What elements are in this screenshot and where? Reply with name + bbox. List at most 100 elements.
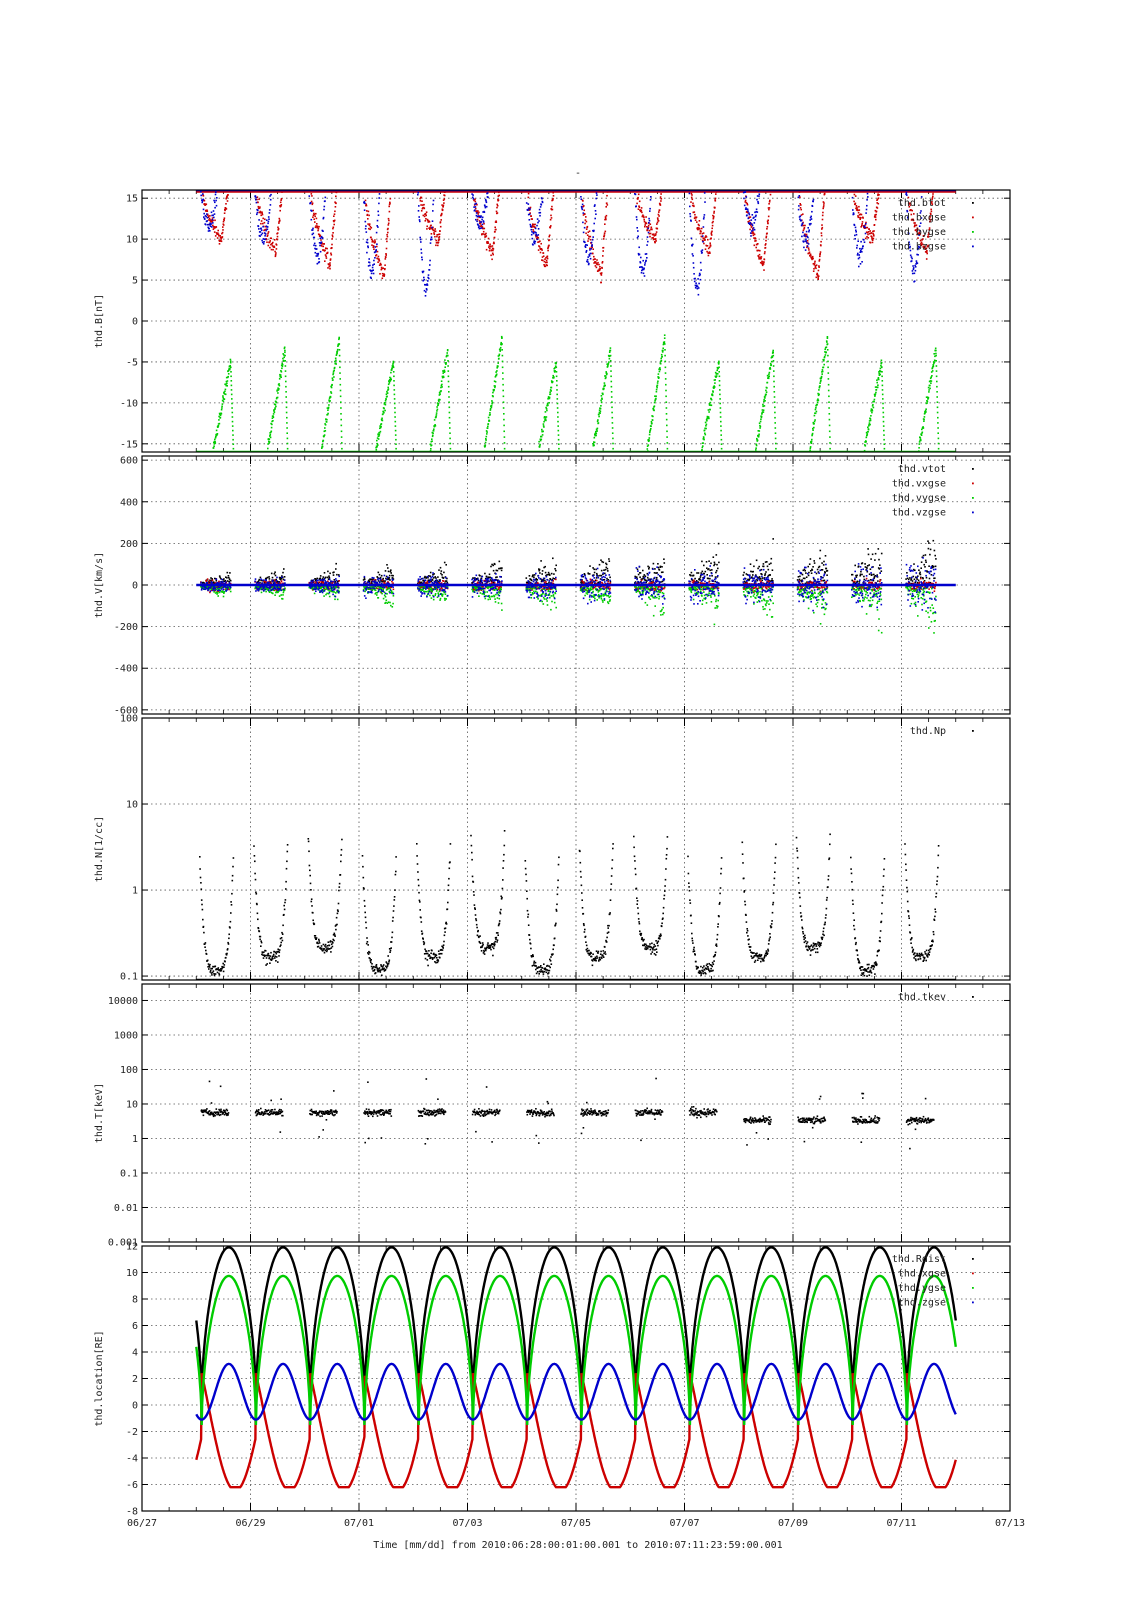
data-point [598,409,601,411]
data-point [485,235,488,237]
data-point [601,560,603,563]
data-point [496,203,498,206]
data-point [388,219,390,222]
data-point [826,569,829,572]
data-point [866,236,868,238]
data-point [394,411,396,414]
data-point [386,564,388,566]
data-point [766,374,769,377]
data-point [373,251,376,254]
data-point [921,243,924,245]
data-point [382,267,384,269]
data-point [449,427,451,429]
data-point [694,577,696,580]
data-point [766,232,768,235]
data-point [555,366,558,369]
data-point [376,245,378,248]
data-point [527,192,530,195]
data-point [215,232,218,234]
data-point [229,360,232,362]
data-point [281,365,284,368]
data-point [435,414,438,416]
data-point [585,232,587,235]
data-point [876,199,878,201]
data-point [394,429,397,432]
data-point [881,371,883,373]
data-point [447,354,449,357]
data-point [277,228,280,230]
data-point [364,202,366,205]
data-point [323,587,325,590]
data-point [854,564,856,567]
data-point [418,581,421,584]
data-point [326,407,329,409]
data-point [926,402,928,404]
data-point [547,404,549,407]
data-point [607,570,609,572]
data-point [871,241,874,244]
data-point [643,275,646,277]
data-point [810,215,812,218]
data-point [709,252,711,254]
data-point [605,214,608,217]
data-point [755,443,758,446]
data-point [860,226,862,228]
data-point [206,220,208,222]
data-point [914,269,917,272]
data-point [484,577,487,580]
data-point [660,359,663,362]
data-point [274,574,277,577]
data-point [868,564,870,566]
data-point [284,370,287,372]
data-point [817,275,819,277]
data-point [872,566,874,568]
data-point [702,240,704,243]
data-point [767,377,770,380]
data-point [438,237,440,239]
data-point [755,447,757,449]
data-point [584,219,587,221]
data-point [937,427,939,429]
data-point [747,222,750,224]
data-point [918,452,920,454]
data-point [637,196,639,199]
data-point [495,371,497,373]
data-point [484,444,487,446]
data-point [828,413,831,415]
data-point [229,364,231,367]
data-point [436,235,438,238]
data-point [266,235,269,237]
data-point [534,227,537,230]
data-point [545,408,548,410]
data-point [259,231,262,233]
data-point [265,581,268,583]
data-point [605,218,607,221]
data-point [389,377,392,380]
data-point [763,258,766,261]
data-point [594,434,596,437]
data-point [710,562,712,565]
data-point [711,221,714,224]
data-point [429,259,431,262]
data-point [285,380,287,383]
data-point [527,209,529,211]
data-point [811,210,813,213]
data-point [855,209,858,211]
data-point [766,565,769,568]
data-point [923,413,926,415]
data-point [773,380,775,383]
data-point [271,423,273,426]
data-point [648,229,651,232]
data-point [489,247,491,250]
data-point [813,578,815,580]
data-point [869,423,871,426]
data-point [881,389,884,391]
data-point [757,202,760,205]
data-point [326,576,329,579]
data-point [755,574,757,576]
data-point [434,425,437,427]
data-point [388,379,391,381]
data-point [916,233,918,236]
data-point [439,221,442,223]
data-point [213,216,215,219]
